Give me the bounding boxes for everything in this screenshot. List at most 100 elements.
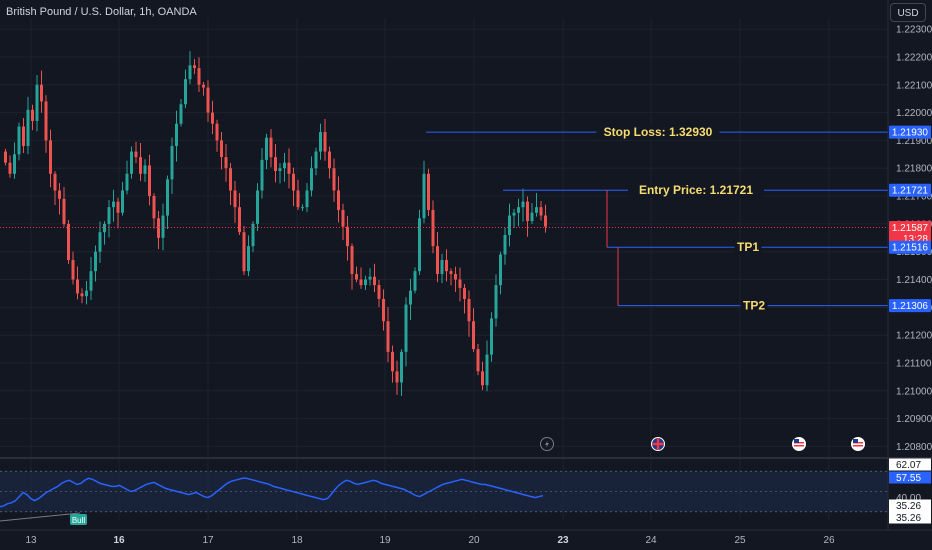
candle-body (283, 162, 286, 169)
bull-label: Bull (72, 516, 86, 525)
candle-body (71, 260, 75, 280)
uk-flag-icon[interactable] (651, 437, 665, 451)
price-tick-label: 1.22300 (896, 25, 932, 36)
price-tag (889, 240, 931, 254)
candle-body (26, 109, 30, 146)
candle-body (359, 279, 363, 286)
candle-body (62, 198, 66, 224)
tp1-label: TP1 (737, 240, 759, 254)
events-row[interactable] (540, 437, 865, 451)
price-tag-label: 1.21721 (892, 186, 929, 197)
time-tick-label: 18 (291, 535, 303, 546)
candle-body (485, 354, 489, 386)
candle-body (8, 162, 12, 174)
candle-body (377, 285, 381, 299)
price-tick-label: 1.20900 (896, 414, 932, 425)
candle-body (521, 201, 525, 208)
entry-label: Entry Price: 1.21721 (639, 183, 753, 197)
candle-body (98, 232, 102, 252)
candle-body (458, 279, 462, 288)
candle-body (409, 290, 412, 305)
candle-body (454, 273, 457, 280)
time-tick-label: 26 (823, 535, 835, 546)
price-tick-label: 1.22100 (896, 80, 932, 91)
price-tag (889, 299, 931, 313)
candle-body (139, 157, 142, 174)
price-tick-label: 1.21800 (896, 164, 932, 175)
candle-body (413, 271, 417, 291)
candle-body (211, 112, 214, 124)
candle-body (278, 168, 282, 172)
candle-body (247, 246, 250, 272)
candle-body (256, 190, 259, 224)
candle-body (58, 190, 61, 199)
rsi-tag (889, 499, 931, 512)
candle-body (188, 65, 192, 80)
candle-body (193, 65, 196, 69)
lightning-icon[interactable] (540, 437, 554, 451)
price-tag-label: 1.21516 (892, 243, 929, 254)
tp2-label-bg (740, 298, 768, 313)
candle-body (175, 123, 178, 146)
candle-body (530, 212, 534, 222)
rsi-line (0, 477, 544, 508)
candle-body (422, 173, 426, 219)
candle-body (328, 151, 331, 169)
price-tick-label: 1.21900 (896, 136, 932, 147)
candle-body (287, 162, 291, 174)
rsi-tick-label: 40.00 (896, 493, 921, 504)
candle-body (224, 157, 228, 169)
grid-layer (0, 18, 888, 520)
candle-body (503, 235, 507, 255)
candle-body (22, 126, 25, 146)
rsi-pane[interactable]: Bull (0, 457, 932, 525)
price-tag-label: 13:28 (903, 234, 928, 245)
candle-body (53, 173, 57, 191)
price-tick-label: 1.20800 (896, 442, 932, 453)
candle-body (251, 223, 255, 247)
candle-body (436, 246, 439, 274)
candle-body (17, 126, 21, 155)
candle-body (184, 79, 187, 105)
candle-body (476, 349, 480, 372)
candle-body (107, 207, 111, 224)
entry-label-bg (628, 183, 764, 198)
time-tick-label: 20 (468, 535, 480, 546)
candle-body (305, 190, 309, 208)
candle-body (49, 140, 52, 174)
candle-body (418, 218, 421, 272)
candle-body (494, 285, 498, 319)
candle-body (490, 318, 493, 355)
stop_loss-label-bg (596, 125, 720, 140)
us-flag-icon[interactable] (851, 437, 865, 451)
candle-body (13, 154, 16, 174)
symbol-title: British Pound / U.S. Dollar, 1h, OANDA (6, 6, 197, 18)
time-tick-label: 17 (202, 535, 214, 546)
us-flag-icon[interactable] (792, 437, 806, 451)
candle-body (350, 246, 354, 274)
candle-body (202, 84, 205, 88)
divergence-line (0, 512, 81, 522)
candle-body (215, 123, 219, 141)
currency-button[interactable]: USD (890, 3, 926, 22)
candle-body (76, 279, 79, 294)
price-tag (889, 125, 931, 139)
candle-body (431, 209, 435, 247)
price-axis[interactable]: 1.22300 1.22200 1.22100 1.22000 1.21900 1.218… (0, 0, 932, 531)
candle-body (368, 276, 372, 280)
rsi-tick-label: 35.26 (896, 501, 921, 512)
candle-body (242, 232, 246, 272)
candle-body (220, 140, 223, 158)
rsi-tick-label: 62.07 (896, 460, 921, 471)
time-tick-label: 24 (645, 535, 657, 546)
candle-body (440, 260, 444, 274)
candle-body (35, 84, 39, 121)
time-axis[interactable]: 13 16 17 18 19 20 23 24 25 26 (25, 535, 835, 546)
candle-body (229, 168, 232, 191)
candle-body (499, 254, 502, 286)
levels-layer[interactable]: Stop Loss: 1.32930 Entry Price: 1.21721 TP… (0, 125, 888, 313)
candles-layer (4, 51, 547, 396)
candle-body (364, 279, 367, 286)
